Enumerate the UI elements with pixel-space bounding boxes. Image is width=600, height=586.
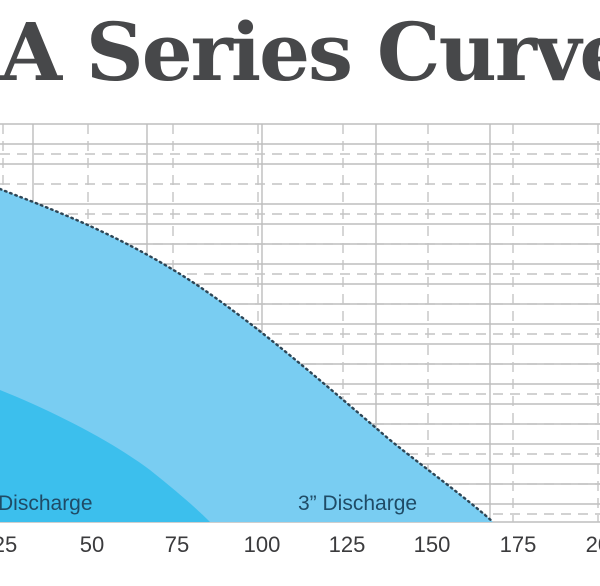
x-tick-75: 75 <box>165 532 189 557</box>
series-3in-area <box>0 189 493 522</box>
x-tick-100: 100 <box>244 532 281 557</box>
series-3in-label: 3” Discharge <box>298 492 417 515</box>
series-3in-curve <box>0 187 495 524</box>
x-tick-125: 125 <box>329 532 366 557</box>
x-tick-200: 200 <box>586 532 600 557</box>
x-tick-150: 150 <box>414 532 451 557</box>
series-2in-area <box>0 390 210 522</box>
series-2in-label: Discharge <box>0 492 93 515</box>
x-axis-ticks: 25 50 75 100 125 150 175 200 <box>0 532 600 557</box>
x-tick-175: 175 <box>500 532 537 557</box>
x-tick-25: 25 <box>0 532 17 557</box>
x-tick-50: 50 <box>80 532 104 557</box>
chart-title: A Series Curves <box>0 5 600 99</box>
